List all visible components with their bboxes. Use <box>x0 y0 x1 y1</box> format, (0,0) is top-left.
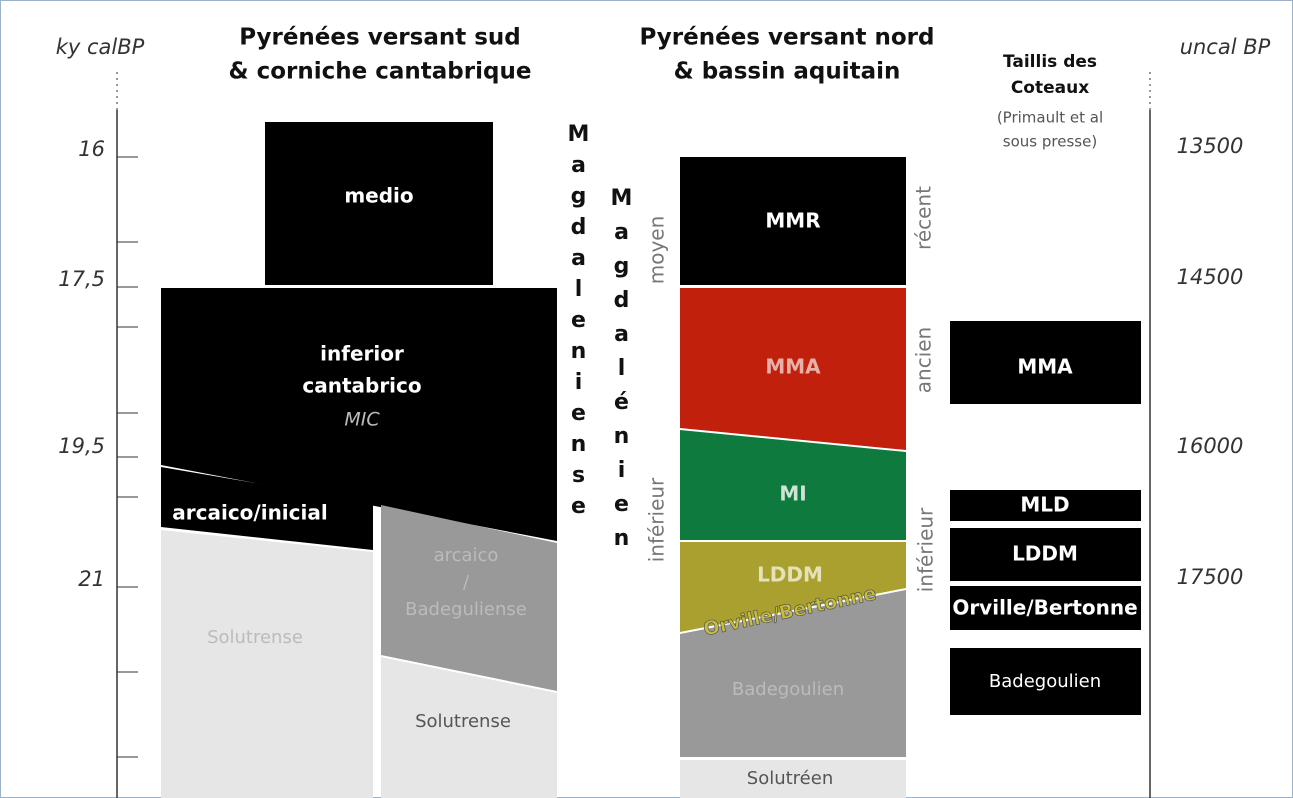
tick-label: 16 <box>78 137 105 161</box>
citation: sous presse) <box>1003 133 1097 151</box>
block <box>950 528 1141 581</box>
block <box>381 505 557 691</box>
block <box>161 530 373 798</box>
block-label: inferior <box>320 342 404 366</box>
block-label: Badegoulien <box>989 671 1101 692</box>
column-title: & corniche cantabrique <box>229 59 532 85</box>
block-label: MLD <box>1020 493 1069 517</box>
block <box>950 586 1141 630</box>
block-label: Orville/Bertonne <box>952 596 1137 620</box>
tick-label: 17,5 <box>58 267 105 291</box>
tick-label: 13500 <box>1177 134 1244 158</box>
block-label: / <box>463 572 470 593</box>
axis-title: ky calBP <box>56 35 145 59</box>
vertical-label: Magdaleniense <box>566 122 591 525</box>
block-label: Badeguliense <box>405 599 527 620</box>
block-label: cantabrico <box>302 374 421 398</box>
axis-title: uncal BP <box>1180 35 1271 59</box>
block <box>161 288 557 541</box>
block <box>161 467 373 550</box>
block <box>680 430 906 540</box>
citation: (Primault et al <box>997 109 1103 127</box>
block-label: Badegoulien <box>732 679 844 700</box>
block-label: arcaico <box>434 545 499 566</box>
block <box>950 321 1141 404</box>
tick-label: 19,5 <box>58 434 105 458</box>
block-label: MI <box>779 482 806 506</box>
tick-label: 14500 <box>1177 265 1244 289</box>
column-title: Pyrénées versant nord <box>640 25 935 51</box>
tick-label: 17500 <box>1177 565 1244 589</box>
tick-label: 21 <box>78 567 105 591</box>
column-title: Coteaux <box>1011 78 1089 98</box>
block-label: Solutréen <box>747 768 833 789</box>
tick-label: 16000 <box>1177 434 1244 458</box>
block <box>265 122 493 285</box>
phase-label: moyen <box>645 216 669 285</box>
block-label: LDDM <box>1012 542 1078 566</box>
block-label: medio <box>344 184 413 208</box>
block <box>680 288 906 450</box>
axis-ticks <box>117 156 138 758</box>
block <box>381 657 557 798</box>
phase-label: ancien <box>912 327 936 393</box>
phase-label: inférieur <box>914 507 938 592</box>
block-label: Solutrense <box>415 711 511 732</box>
column-title: Pyrénées versant sud <box>239 25 521 51</box>
block-label: arcaico/inicial <box>172 501 327 525</box>
block <box>680 542 906 632</box>
block <box>680 760 906 798</box>
block-label: MIC <box>344 409 380 431</box>
phase-label: inférieur <box>645 477 669 562</box>
block <box>950 648 1141 715</box>
block-label: Solutrense <box>207 627 303 648</box>
block-label: MMR <box>765 209 820 233</box>
column-title: & bassin aquitain <box>674 59 901 85</box>
column-title: Taillis des <box>1003 52 1097 72</box>
phase-label: récent <box>912 186 936 250</box>
block <box>680 157 906 285</box>
block-label: MMA <box>1017 355 1073 379</box>
vertical-label: Magdalénien <box>609 186 634 560</box>
block <box>950 490 1141 521</box>
block-label: MMA <box>765 355 821 379</box>
block <box>680 590 906 757</box>
block-label: LDDM <box>757 563 823 587</box>
